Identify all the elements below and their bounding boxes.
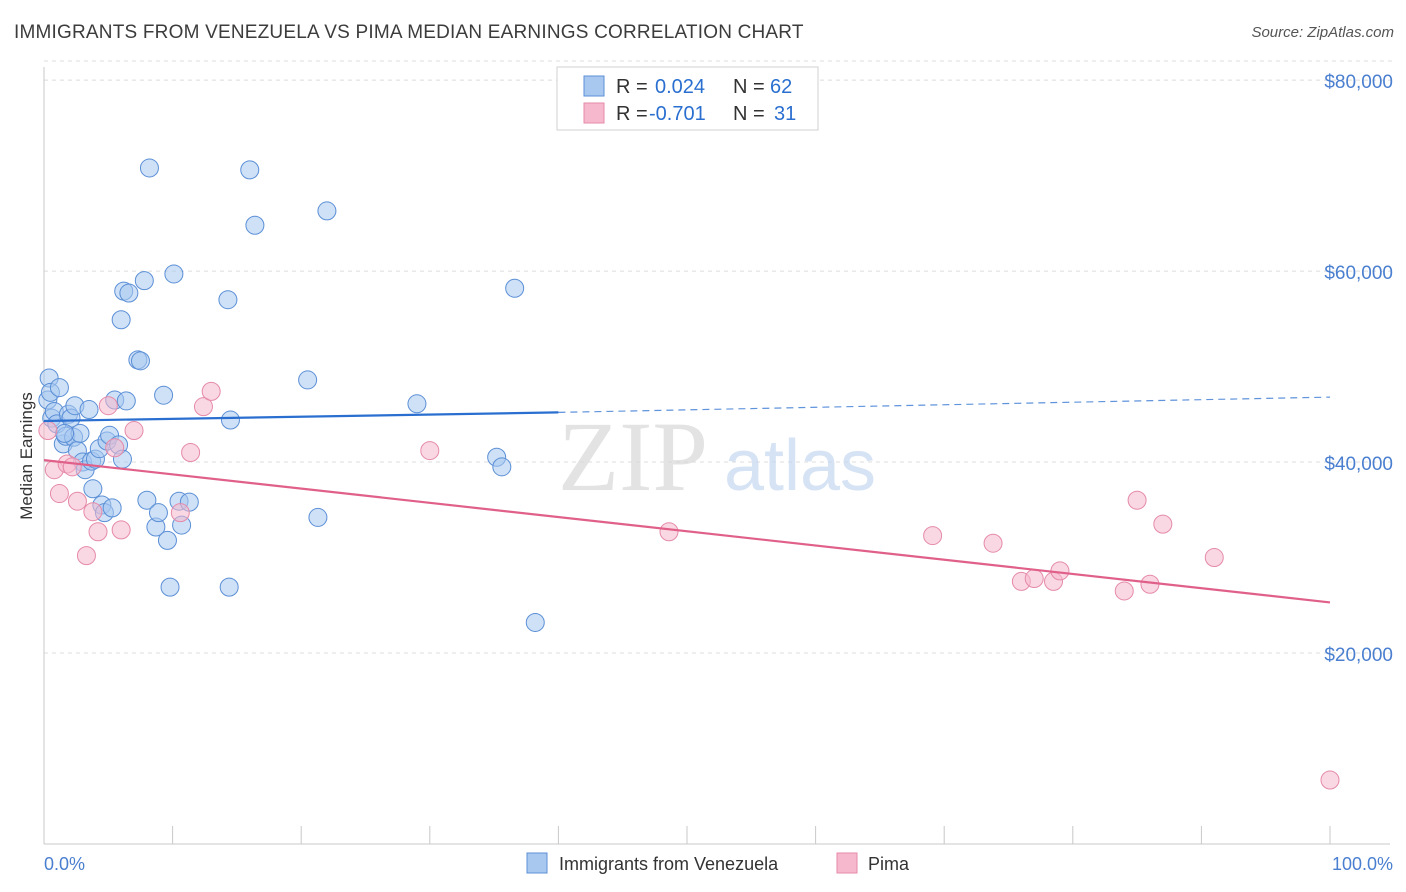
stats-swatch-pink [583, 102, 605, 124]
data-point-pima [105, 438, 125, 458]
data-point-pima [181, 443, 201, 462]
data-point-pima [98, 396, 118, 416]
data-point-pima [170, 503, 190, 523]
data-point-venezuela [79, 400, 99, 420]
data-point-venezuela [83, 479, 103, 499]
stats-r-label-1: R = [616, 76, 648, 98]
x-tick-label-max: 100.0% [1332, 854, 1393, 874]
axes [43, 67, 1390, 845]
data-point-pima [1204, 548, 1224, 568]
trend-line-pima [43, 459, 1331, 604]
legend-swatch-pima [836, 852, 858, 874]
stats-r-value-2: -0.701 [649, 103, 706, 125]
data-point-venezuela [154, 385, 174, 405]
data-point-venezuela [317, 201, 337, 221]
series-pima [38, 381, 1340, 790]
data-point-pima [49, 484, 69, 504]
data-point-pima [124, 421, 144, 441]
data-point-pima [67, 491, 87, 511]
data-point-pima [83, 502, 103, 522]
stats-n-value-2: 31 [774, 103, 796, 125]
data-point-pima [88, 522, 108, 542]
data-point-pima [111, 520, 131, 540]
data-point-pima [193, 397, 213, 417]
data-point-venezuela [240, 160, 260, 180]
data-point-venezuela [134, 271, 154, 291]
data-point-venezuela [116, 391, 136, 411]
data-point-venezuela [137, 490, 157, 510]
data-point-pima [201, 381, 221, 401]
data-point-venezuela [111, 310, 131, 330]
data-point-venezuela [157, 530, 177, 550]
data-point-pima [1320, 770, 1340, 790]
data-point-venezuela [164, 264, 184, 284]
data-point-venezuela [298, 370, 318, 390]
trend-line-venezuela [43, 411, 559, 423]
data-point-venezuela [139, 158, 159, 178]
stats-r-value-1: 0.024 [655, 76, 705, 98]
data-point-venezuela [148, 503, 168, 523]
data-point-venezuela [492, 457, 512, 477]
watermark-atlas: atlas [724, 426, 876, 506]
series-legend: Immigrants from Venezuela Pima [526, 852, 910, 874]
data-point-venezuela [119, 283, 139, 303]
x-ticks [43, 826, 1331, 844]
legend-label-pima: Pima [868, 854, 910, 874]
y-tick-label: $60,000 [1324, 263, 1393, 284]
x-tick-label-min: 0.0% [44, 854, 85, 874]
data-point-venezuela [49, 378, 69, 398]
data-point-venezuela [505, 278, 525, 298]
data-point-venezuela [407, 394, 427, 414]
data-point-pima [1024, 569, 1044, 589]
data-point-venezuela [55, 423, 75, 443]
data-point-venezuela [525, 612, 545, 632]
data-point-venezuela [245, 215, 265, 235]
data-point-pima [38, 421, 58, 441]
stats-r-label-2: R = [616, 103, 648, 125]
data-point-venezuela [160, 577, 180, 597]
data-point-pima [923, 526, 943, 546]
data-point-pima [1114, 581, 1134, 601]
legend-label-venezuela: Immigrants from Venezuela [559, 854, 779, 874]
data-point-pima [983, 533, 1003, 553]
chart-title: IMMIGRANTS FROM VENEZUELA VS PIMA MEDIAN… [14, 22, 804, 43]
data-point-pima [420, 441, 440, 461]
data-point-pima [659, 522, 679, 542]
series-venezuela [38, 158, 545, 632]
y-tick-label: $40,000 [1324, 454, 1393, 475]
y-tick-labels: $20,000 $40,000 $60,000 $80,000 [1324, 72, 1393, 666]
stats-legend: R = 0.024 N = 62 R = -0.701 N = 31 [556, 66, 819, 131]
data-point-pima [76, 546, 96, 566]
trend-lines [43, 396, 1331, 604]
stats-n-value-1: 62 [770, 76, 792, 98]
watermark-zip: ZIP [558, 401, 708, 512]
data-point-venezuela [220, 410, 240, 430]
data-point-venezuela [218, 290, 238, 310]
legend-swatch-venezuela [526, 852, 548, 874]
data-point-pima [1153, 514, 1173, 534]
stats-n-label-1: N = [733, 76, 765, 98]
y-axis-label: Median Earnings [17, 392, 36, 520]
stats-swatch-blue [583, 75, 605, 97]
data-point-pima [62, 457, 82, 477]
data-point-venezuela [219, 577, 239, 597]
stats-n-label-2: N = [733, 103, 765, 125]
data-point-venezuela [130, 351, 150, 371]
trend-line-venezuela-projection [558, 396, 1331, 413]
data-point-pima [1127, 490, 1147, 510]
data-point-venezuela [308, 507, 328, 527]
grid [44, 60, 1392, 654]
data-point-venezuela [102, 498, 122, 518]
source-label: Source: ZipAtlas.com [1251, 24, 1394, 41]
y-tick-label: $20,000 [1324, 645, 1393, 666]
y-tick-label: $80,000 [1324, 72, 1393, 93]
